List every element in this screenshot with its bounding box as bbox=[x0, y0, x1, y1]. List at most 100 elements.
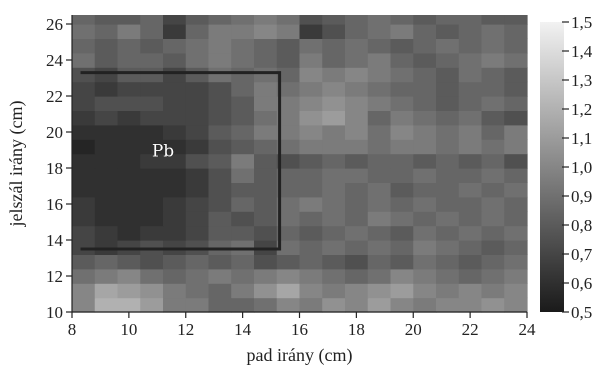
colorbar: 0,5 0,6 0,7 0,8 0,9 1,0 1,1 1,2 1,3 1,4 1,5 bbox=[540, 13, 593, 322]
heatmap-cell bbox=[481, 96, 505, 111]
heatmap-cell bbox=[163, 96, 187, 111]
heatmap-cell bbox=[481, 52, 505, 68]
heatmap-cell bbox=[322, 196, 346, 212]
heatmap-cell bbox=[185, 81, 210, 97]
heatmap-cell bbox=[163, 81, 187, 97]
heatmap-cell bbox=[481, 254, 505, 270]
heatmap-cell bbox=[481, 283, 505, 299]
heatmap-cell bbox=[163, 211, 187, 227]
heatmap-cell bbox=[458, 139, 483, 155]
heatmap-cell bbox=[276, 211, 301, 227]
heatmap-cell bbox=[458, 67, 483, 83]
heatmap-cell bbox=[299, 196, 323, 212]
heatmap-cell bbox=[185, 254, 210, 270]
heatmap-cell bbox=[299, 182, 323, 198]
heatmap-cell bbox=[140, 15, 164, 25]
heatmap-cell bbox=[413, 38, 437, 54]
heatmap-cell bbox=[504, 225, 528, 241]
heatmap-cell bbox=[163, 15, 187, 25]
heatmap-cell bbox=[367, 211, 392, 227]
colorbar-tick-label: 1,2 bbox=[571, 100, 592, 119]
heatmap-cell bbox=[72, 96, 96, 111]
y-tick-label: 10 bbox=[46, 303, 63, 322]
heatmap-cell bbox=[185, 196, 210, 212]
heatmap-cell bbox=[140, 168, 164, 183]
heatmap-cell bbox=[322, 225, 346, 241]
heatmap-cell bbox=[254, 67, 278, 83]
heatmap-cell bbox=[208, 268, 232, 284]
heatmap-cell bbox=[231, 153, 255, 169]
colorbar-tick-label: 0,6 bbox=[571, 274, 592, 293]
x-tick-label: 24 bbox=[519, 320, 537, 339]
heatmap-cell bbox=[140, 96, 164, 111]
heatmap-cell bbox=[367, 153, 392, 169]
heatmap-cell bbox=[390, 24, 414, 39]
y-tick-label: 20 bbox=[46, 123, 63, 142]
heatmap-cell bbox=[254, 24, 278, 39]
heatmap-cell bbox=[72, 124, 96, 140]
heatmap-cell bbox=[94, 124, 119, 140]
heatmap-cell bbox=[94, 139, 119, 155]
heatmap-cell bbox=[94, 254, 119, 270]
heatmap-cell bbox=[436, 96, 460, 111]
heatmap-cell bbox=[72, 196, 96, 212]
heatmap-cell bbox=[481, 297, 505, 313]
heatmap-cell bbox=[367, 110, 392, 126]
heatmap-cell bbox=[140, 139, 164, 155]
heatmap-cell bbox=[231, 283, 255, 299]
heatmap-cell bbox=[163, 297, 187, 313]
colorbar-gradient bbox=[540, 22, 564, 312]
heatmap-cell bbox=[72, 254, 96, 270]
heatmap-cell bbox=[94, 283, 119, 299]
heatmap-cell bbox=[504, 182, 528, 198]
heatmap-cell bbox=[254, 38, 278, 54]
heatmap-cell bbox=[481, 110, 505, 126]
heatmap-cell bbox=[322, 124, 346, 140]
heatmap-cell bbox=[413, 254, 437, 270]
heatmap-cell bbox=[504, 196, 528, 212]
heatmap-cell bbox=[208, 168, 232, 183]
heatmap-cell bbox=[185, 225, 210, 241]
heatmap-cell bbox=[345, 268, 369, 284]
region-bracket bbox=[80, 71, 282, 251]
heatmap-cell bbox=[254, 124, 278, 140]
heatmap-cell bbox=[140, 52, 164, 68]
heatmap-cell bbox=[322, 139, 346, 155]
heatmap-cell bbox=[504, 96, 528, 111]
heatmap-cell bbox=[367, 67, 392, 83]
heatmap-cell bbox=[390, 15, 414, 25]
heatmap-cell bbox=[390, 297, 414, 313]
heatmap-cell bbox=[163, 124, 187, 140]
heatmap-cell bbox=[458, 153, 483, 169]
heatmap-cell bbox=[322, 297, 346, 313]
heatmap-cell bbox=[458, 240, 483, 255]
heatmap-cell bbox=[481, 153, 505, 169]
heatmap-cell bbox=[436, 52, 460, 68]
heatmap-cell bbox=[163, 110, 187, 126]
heatmap-cell bbox=[436, 15, 460, 25]
heatmap-cell bbox=[458, 124, 483, 140]
heatmap-cell bbox=[163, 182, 187, 198]
heatmap-cell bbox=[140, 110, 164, 126]
heatmap-cell bbox=[367, 124, 392, 140]
heatmap-cell bbox=[299, 211, 323, 227]
heatmap-cell bbox=[413, 182, 437, 198]
heatmap-cell bbox=[413, 67, 437, 83]
heatmap-cell bbox=[163, 38, 187, 54]
heatmap-cell bbox=[481, 124, 505, 140]
heatmap-cell bbox=[185, 15, 210, 25]
heatmap-cell bbox=[322, 67, 346, 83]
heatmap-cell bbox=[436, 225, 460, 241]
colorbar-tick-label: 1,0 bbox=[571, 158, 592, 177]
heatmap-cell bbox=[254, 254, 278, 270]
heatmap-cell bbox=[299, 297, 323, 313]
heatmap-cell bbox=[163, 196, 187, 212]
heatmap-cell bbox=[185, 124, 210, 140]
heatmap-cell bbox=[140, 297, 164, 313]
heatmap-cell bbox=[322, 96, 346, 111]
heatmap-cell bbox=[185, 139, 210, 155]
heatmap-cell bbox=[185, 297, 210, 313]
y-tick-label: 22 bbox=[46, 87, 63, 106]
heatmap-cell bbox=[254, 168, 278, 183]
heatmap-cell bbox=[72, 268, 96, 284]
